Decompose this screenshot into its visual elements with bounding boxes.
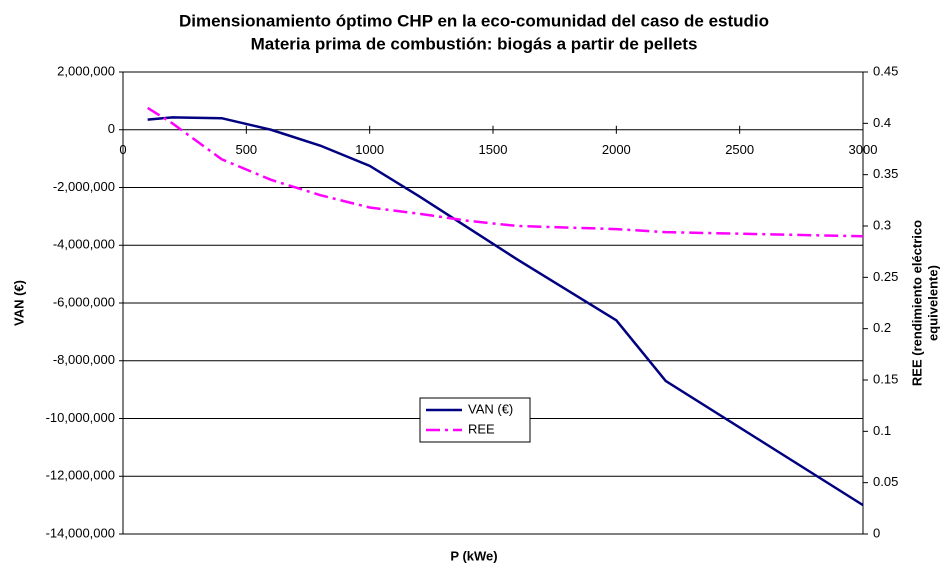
series-line [147, 116, 864, 507]
y-tick-label: 0 [108, 121, 115, 136]
legend-label: REE [468, 421, 495, 436]
y2-tick-label: 0.1 [873, 423, 891, 438]
chart-title: Materia prima de combustión: biogás a pa… [251, 34, 698, 53]
y2-tick-label: 0.15 [873, 371, 898, 386]
y2-tick-label: 0.3 [873, 217, 891, 232]
x-tick-label: 3000 [849, 142, 878, 157]
x-tick-label: 500 [235, 142, 257, 157]
series-line [147, 106, 864, 238]
y-tick-label: -2,000,000 [53, 179, 115, 194]
y2-axis-label: equivelente) [925, 265, 940, 341]
y2-tick-label: 0.4 [873, 115, 891, 130]
y2-tick-label: 0.05 [873, 474, 898, 489]
y-tick-label: -8,000,000 [53, 352, 115, 367]
x-tick-label: 2500 [725, 142, 754, 157]
legend-label: VAN (€) [468, 401, 513, 416]
x-tick-label: 0 [119, 142, 126, 157]
y2-axis-label: REE (rendimiento eléctrico [909, 220, 924, 386]
x-tick-label: 1000 [355, 142, 384, 157]
y-tick-label: -4,000,000 [53, 237, 115, 252]
x-tick-label: 1500 [479, 142, 508, 157]
y2-tick-label: 0 [873, 525, 880, 540]
y2-tick-label: 0.25 [873, 269, 898, 284]
y-tick-label: 2,000,000 [57, 63, 115, 78]
x-axis-label: P (kWe) [450, 548, 497, 563]
y-tick-label: -14,000,000 [46, 525, 115, 540]
legend-box [419, 397, 531, 443]
y2-tick-label: 0.35 [873, 166, 898, 181]
y-tick-label: -10,000,000 [46, 410, 115, 425]
y-tick-label: -6,000,000 [53, 294, 115, 309]
y-tick-label: -12,000,000 [46, 468, 115, 483]
x-tick-label: 2000 [602, 142, 631, 157]
chart-title: Dimensionamiento óptimo CHP en la eco-co… [179, 11, 769, 30]
y2-tick-label: 0.2 [873, 320, 891, 335]
y-axis-label: VAN (€) [11, 280, 26, 326]
y2-tick-label: 0.45 [873, 63, 898, 78]
